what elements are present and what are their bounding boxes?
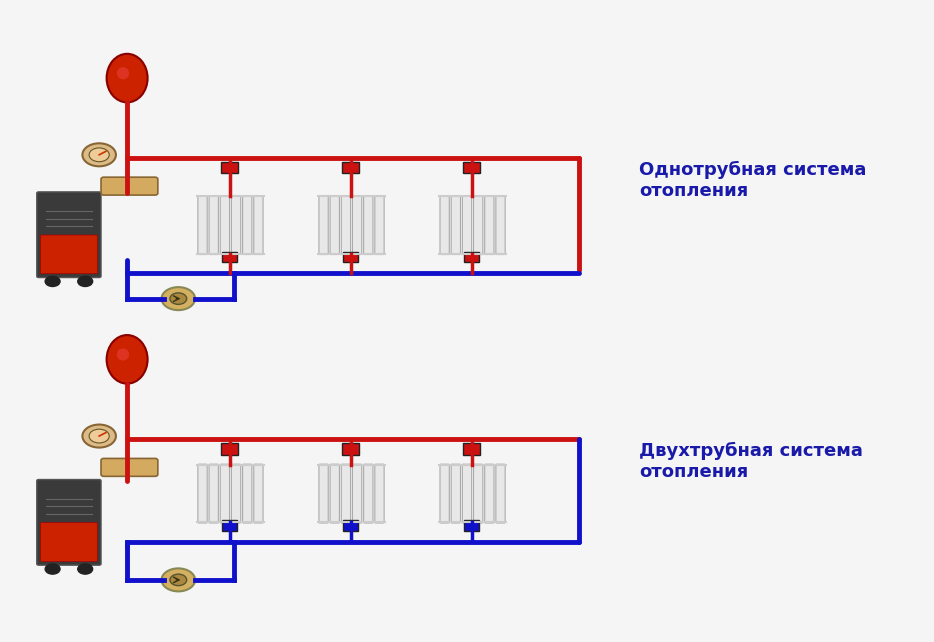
Circle shape: [82, 424, 116, 447]
Bar: [463, 162, 480, 173]
FancyBboxPatch shape: [40, 523, 97, 561]
FancyBboxPatch shape: [232, 196, 241, 254]
FancyBboxPatch shape: [485, 464, 494, 523]
Ellipse shape: [117, 349, 129, 361]
FancyBboxPatch shape: [363, 196, 373, 254]
FancyBboxPatch shape: [101, 458, 158, 476]
Bar: [221, 162, 238, 173]
Circle shape: [45, 276, 60, 286]
FancyBboxPatch shape: [243, 196, 252, 254]
FancyBboxPatch shape: [474, 464, 483, 523]
FancyBboxPatch shape: [440, 196, 449, 254]
FancyBboxPatch shape: [254, 196, 263, 254]
Bar: [222, 252, 237, 262]
FancyBboxPatch shape: [462, 464, 472, 523]
Circle shape: [162, 287, 195, 310]
FancyBboxPatch shape: [198, 196, 207, 254]
FancyBboxPatch shape: [220, 196, 230, 254]
Circle shape: [82, 143, 116, 166]
FancyBboxPatch shape: [209, 464, 219, 523]
FancyBboxPatch shape: [352, 196, 361, 254]
FancyBboxPatch shape: [318, 196, 328, 254]
Ellipse shape: [117, 67, 129, 80]
FancyBboxPatch shape: [36, 192, 101, 277]
FancyBboxPatch shape: [330, 464, 339, 523]
FancyBboxPatch shape: [462, 196, 472, 254]
Circle shape: [45, 564, 60, 574]
FancyBboxPatch shape: [330, 196, 339, 254]
FancyBboxPatch shape: [440, 464, 449, 523]
FancyBboxPatch shape: [220, 464, 230, 523]
FancyBboxPatch shape: [451, 464, 460, 523]
Ellipse shape: [106, 335, 148, 384]
Circle shape: [89, 148, 109, 162]
FancyBboxPatch shape: [375, 464, 384, 523]
Ellipse shape: [106, 54, 148, 102]
FancyBboxPatch shape: [496, 464, 505, 523]
Circle shape: [78, 564, 92, 574]
Bar: [221, 443, 238, 455]
Bar: [343, 252, 358, 262]
Circle shape: [170, 574, 187, 586]
Bar: [343, 521, 358, 531]
FancyBboxPatch shape: [341, 196, 350, 254]
Circle shape: [89, 429, 109, 443]
FancyBboxPatch shape: [232, 464, 241, 523]
FancyBboxPatch shape: [318, 464, 328, 523]
FancyBboxPatch shape: [40, 235, 97, 273]
FancyBboxPatch shape: [101, 177, 158, 195]
FancyBboxPatch shape: [474, 196, 483, 254]
FancyBboxPatch shape: [36, 480, 101, 565]
FancyBboxPatch shape: [485, 196, 494, 254]
FancyBboxPatch shape: [375, 196, 384, 254]
Bar: [342, 162, 359, 173]
Bar: [464, 521, 479, 531]
Circle shape: [78, 276, 92, 286]
FancyBboxPatch shape: [496, 196, 505, 254]
Circle shape: [170, 293, 187, 304]
FancyBboxPatch shape: [363, 464, 373, 523]
FancyBboxPatch shape: [451, 196, 460, 254]
Circle shape: [162, 568, 195, 591]
Bar: [222, 521, 237, 531]
FancyBboxPatch shape: [341, 464, 350, 523]
FancyBboxPatch shape: [209, 196, 219, 254]
Bar: [463, 443, 480, 455]
Text: Двухтрубная система
отопления: Двухтрубная система отопления: [639, 442, 863, 481]
FancyBboxPatch shape: [243, 464, 252, 523]
Bar: [342, 443, 359, 455]
FancyBboxPatch shape: [254, 464, 263, 523]
Text: Однотрубная система
отопления: Однотрубная система отопления: [639, 161, 867, 200]
FancyBboxPatch shape: [352, 464, 361, 523]
Bar: [464, 252, 479, 262]
FancyBboxPatch shape: [198, 464, 207, 523]
